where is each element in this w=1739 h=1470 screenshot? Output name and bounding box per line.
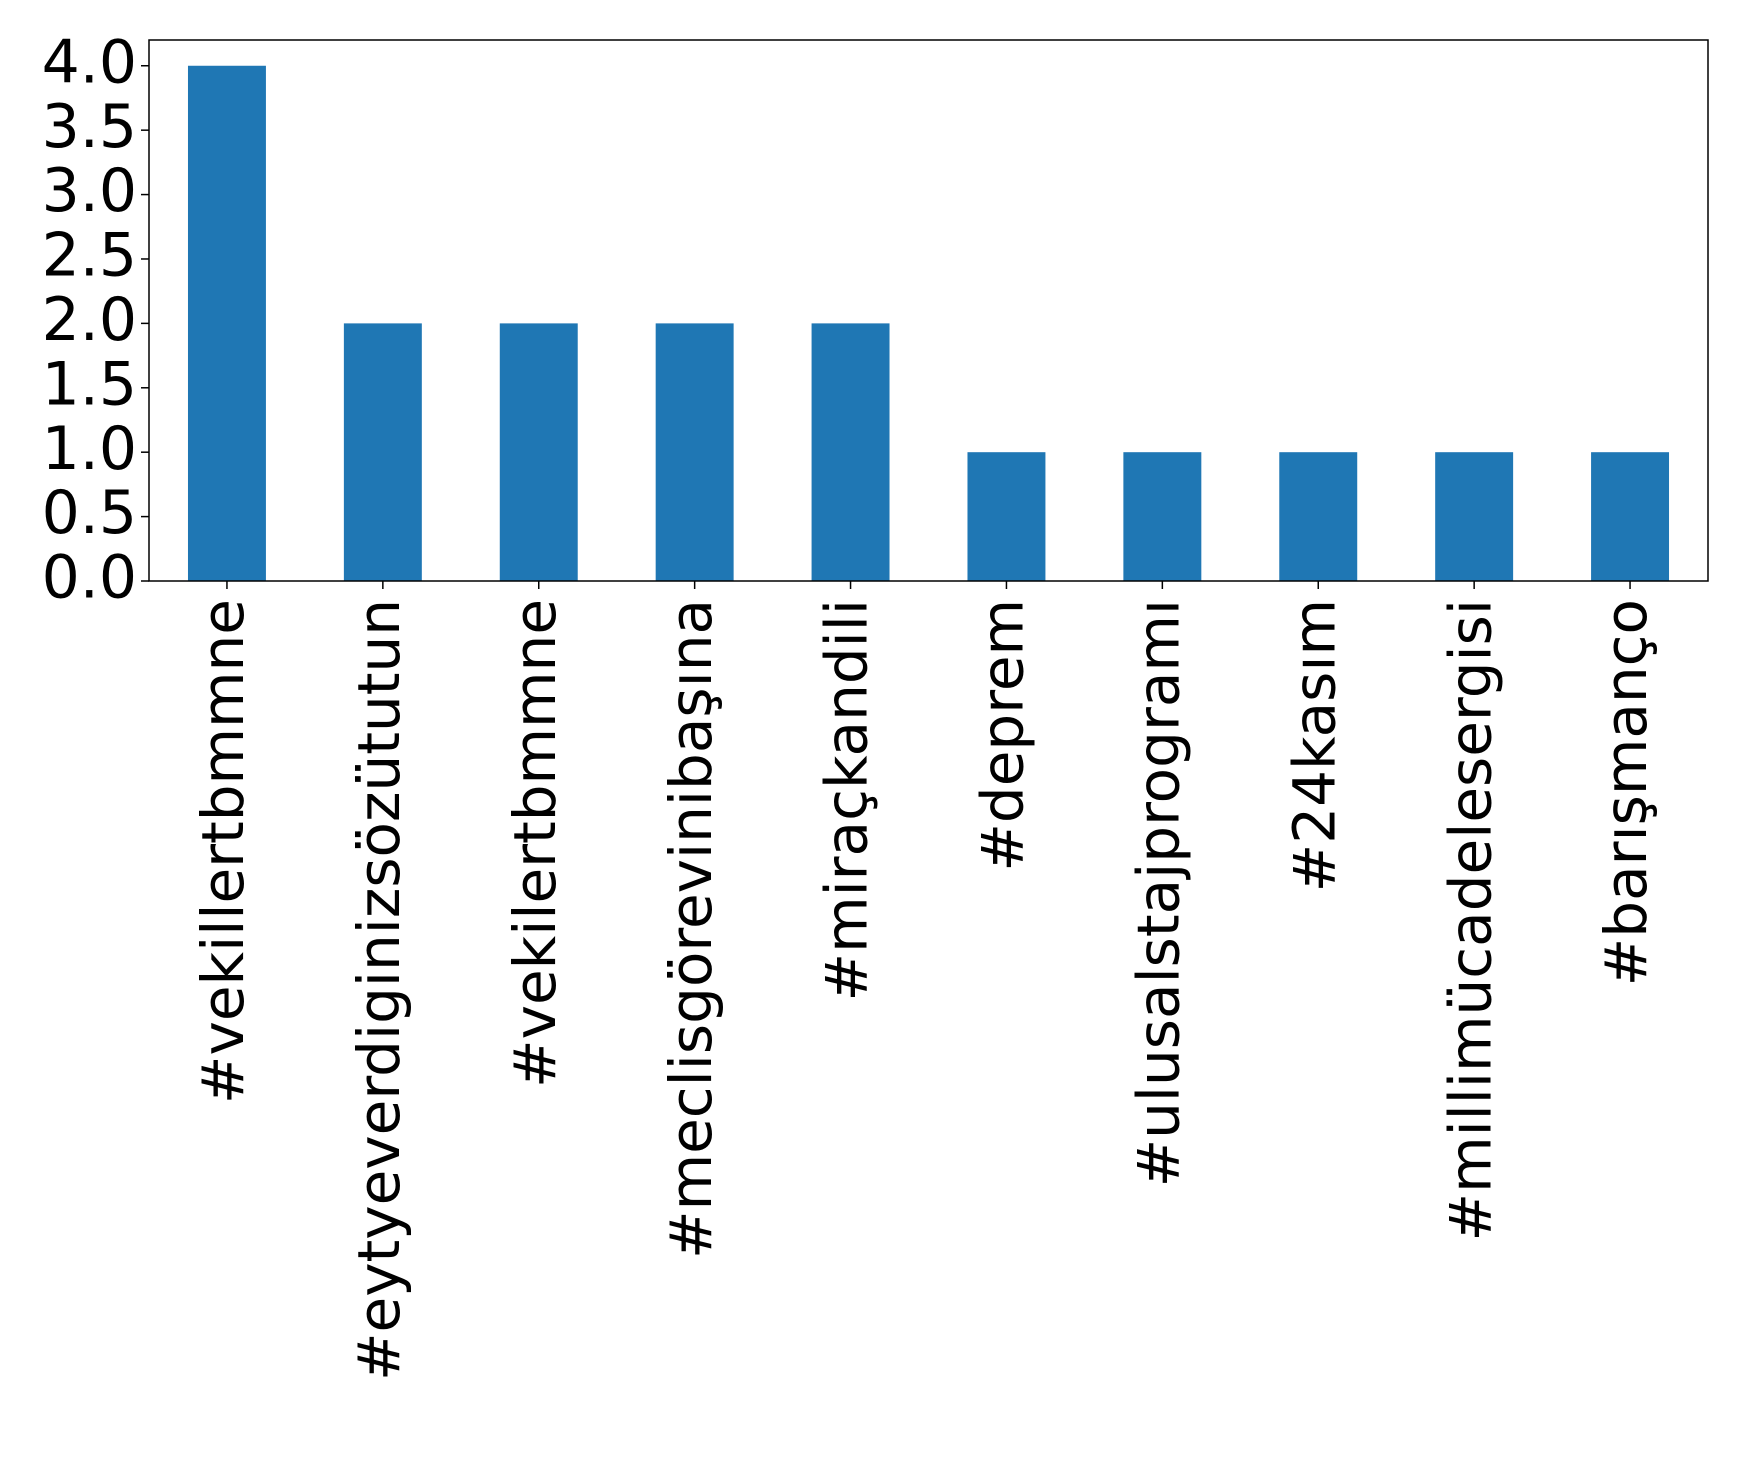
- bar: [1435, 452, 1514, 581]
- x-tick-label: #eytyeverdiginizsözütutun: [345, 599, 413, 1381]
- plot-frame: [148, 39, 1709, 582]
- x-tick-label: #vekillertbmmne: [189, 599, 257, 1104]
- y-tick-label: 2.5: [42, 221, 137, 291]
- bar: [1123, 452, 1202, 581]
- bar: [499, 323, 578, 581]
- bar: [811, 323, 890, 581]
- x-tick-label: #vekilertbmmne: [501, 599, 569, 1088]
- y-tick-label: 4.0: [42, 27, 137, 97]
- x-tick-label: #miraçkandili: [813, 599, 881, 1002]
- bar: [1279, 452, 1358, 581]
- x-tick-label: #barışmanço: [1592, 599, 1660, 986]
- bar: [343, 323, 422, 581]
- bar: [655, 323, 734, 581]
- bar: [1591, 452, 1670, 581]
- y-tick-label: 1.5: [42, 349, 137, 419]
- y-tick-label: 0.0: [42, 543, 137, 613]
- x-tick-label: #24kasım: [1280, 599, 1348, 892]
- y-tick-label: 3.0: [42, 156, 137, 226]
- x-tick-label: #ulusalstajprogramı: [1124, 599, 1192, 1187]
- y-tick-label: 2.0: [42, 285, 137, 355]
- x-tick-label: #deprem: [969, 599, 1037, 872]
- y-tick-label: 1.0: [42, 414, 137, 484]
- y-tick-label: 0.5: [42, 478, 137, 548]
- y-tick-label: 3.5: [42, 92, 137, 162]
- x-tick-label: #meclisgörevinibaşına: [657, 599, 725, 1259]
- bar: [187, 65, 266, 581]
- bar: [967, 452, 1046, 581]
- x-tick-label: #millimücadelesergisi: [1436, 599, 1504, 1242]
